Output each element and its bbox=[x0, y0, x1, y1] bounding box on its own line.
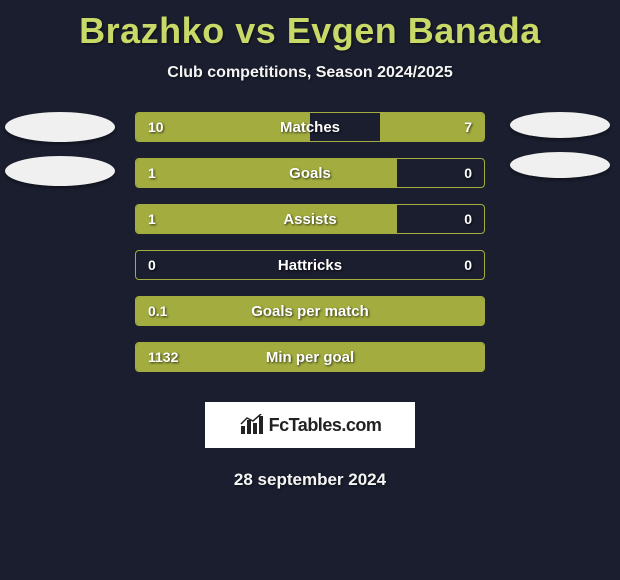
stat-right-value: 0 bbox=[464, 205, 472, 233]
page-title: Brazhko vs Evgen Banada bbox=[0, 0, 620, 52]
player-badge bbox=[5, 156, 115, 186]
page-subtitle: Club competitions, Season 2024/2025 bbox=[0, 64, 620, 82]
stat-row: 1Goals0 bbox=[135, 158, 485, 188]
chart-icon bbox=[239, 414, 265, 436]
stat-label: Hattricks bbox=[136, 251, 484, 279]
logo-text: FcTables.com bbox=[269, 415, 382, 436]
player-badge bbox=[510, 152, 610, 178]
bar-left-fill bbox=[136, 297, 484, 325]
stat-bars: 10Matches71Goals01Assists00Hattricks00.1… bbox=[135, 112, 485, 372]
bar-left-fill bbox=[136, 205, 397, 233]
stat-row: 10Matches7 bbox=[135, 112, 485, 142]
stat-row: 1132Min per goal bbox=[135, 342, 485, 372]
bar-left-fill bbox=[136, 159, 397, 187]
bar-left-fill bbox=[136, 343, 484, 371]
stat-right-value: 0 bbox=[464, 159, 472, 187]
player-left-badges bbox=[0, 112, 120, 186]
player-right-badges bbox=[500, 112, 620, 178]
stat-row: 0.1Goals per match bbox=[135, 296, 485, 326]
bar-left-fill bbox=[136, 113, 310, 141]
fctables-logo: FcTables.com bbox=[205, 402, 415, 448]
snapshot-date: 28 september 2024 bbox=[0, 470, 620, 490]
stat-row: 1Assists0 bbox=[135, 204, 485, 234]
stat-row: 0Hattricks0 bbox=[135, 250, 485, 280]
stat-left-value: 0 bbox=[148, 251, 156, 279]
bar-right-fill bbox=[380, 113, 484, 141]
stat-right-value: 0 bbox=[464, 251, 472, 279]
player-badge bbox=[5, 112, 115, 142]
player-badge bbox=[510, 112, 610, 138]
comparison-chart: 10Matches71Goals01Assists00Hattricks00.1… bbox=[0, 112, 620, 382]
